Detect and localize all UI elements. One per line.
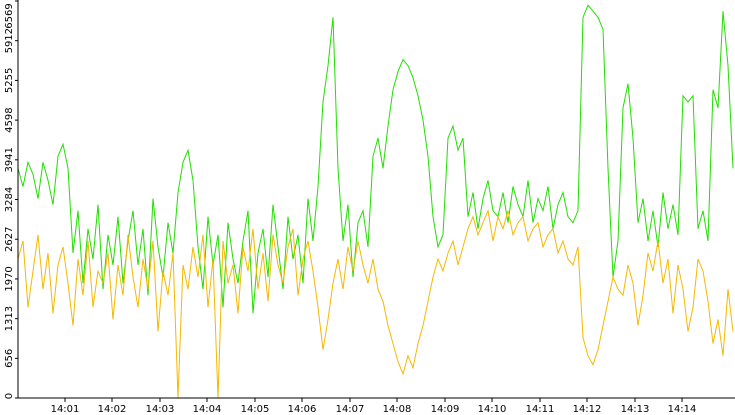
x-tick-label: 14:02 [98,404,127,415]
y-tick-label: 5255 [4,68,15,93]
x-tick-label: 14:05 [241,404,270,415]
x-tick-label: 14:06 [288,404,317,415]
data-line [17,208,734,399]
x-tick-label: 14:10 [478,404,507,415]
x-tick-label: 14:07 [336,404,365,415]
y-tick-label: 6569 [4,3,15,28]
x-tick-label: 14:09 [431,404,460,415]
y-tick-label: 1970 [4,266,15,291]
x-tick-label: 14:13 [621,404,650,415]
y-tick-label: 3941 [4,147,15,172]
x-tick-label: 14:12 [573,404,602,415]
y-tick-label: 0 [4,393,15,399]
data-line [17,4,734,314]
x-tick-label: 14:11 [526,404,555,415]
x-tick-label: 14:04 [193,404,222,415]
y-tick-label: 2627 [4,227,15,252]
y-tick-label: 4598 [4,107,15,132]
x-tick-label: 14:08 [383,404,412,415]
y-tick-label: 5912 [4,28,15,53]
x-tick-label: 14:14 [668,404,697,415]
y-tick-label: 656 [4,349,15,368]
x-tick-label: 14:01 [51,404,80,415]
y-tick-label: 1313 [4,306,15,331]
x-tick-label: 14:03 [146,404,175,415]
y-tick-label: 3284 [4,187,15,212]
